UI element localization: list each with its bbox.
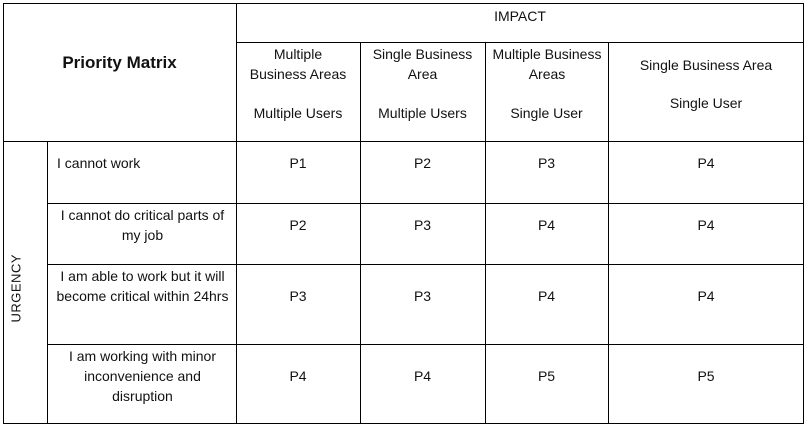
border xyxy=(803,3,805,424)
column-users: Multiple Users xyxy=(253,105,343,121)
divider xyxy=(485,42,487,424)
column-users: Single User xyxy=(510,105,583,121)
column-users: Single User xyxy=(669,95,743,111)
divider xyxy=(47,203,804,205)
column-scope: Single Business Area xyxy=(639,57,773,73)
divider xyxy=(360,42,362,424)
column-scope: Multiple Business Areas xyxy=(249,46,347,82)
divider xyxy=(236,3,238,424)
page-title: Priority Matrix xyxy=(62,53,177,72)
priority-cell: P5 xyxy=(697,368,715,384)
divider xyxy=(608,42,610,424)
column-scope: Single Business Area xyxy=(372,46,473,82)
priority-cell: P4 xyxy=(697,155,715,171)
divider xyxy=(47,344,804,346)
priority-cell: P4 xyxy=(289,368,307,384)
border xyxy=(3,3,804,5)
column-users: Multiple Users xyxy=(378,105,467,121)
priority-cell: P4 xyxy=(697,288,715,304)
divider xyxy=(47,141,49,424)
divider xyxy=(3,141,804,143)
priority-cell: P4 xyxy=(413,368,432,384)
urgency-description: I am working with minor inconvenience an… xyxy=(68,348,217,404)
priority-cell: P5 xyxy=(537,368,556,384)
priority-cell: P4 xyxy=(537,288,556,304)
border xyxy=(3,423,804,425)
priority-cell: P3 xyxy=(289,288,307,304)
urgency-description: I cannot do critical parts of my job xyxy=(60,207,225,243)
impact-label: IMPACT xyxy=(494,8,546,24)
urgency-description: I am able to work but it will become cri… xyxy=(56,268,229,304)
priority-cell: P3 xyxy=(413,288,432,304)
column-scope: Multiple Business Areas xyxy=(492,46,602,82)
priority-cell: P4 xyxy=(697,217,715,233)
border xyxy=(3,3,5,424)
priority-cell: P4 xyxy=(537,217,556,233)
divider xyxy=(47,264,804,266)
priority-cell: P3 xyxy=(537,155,556,171)
divider xyxy=(236,42,804,44)
priority-cell: P1 xyxy=(289,155,307,171)
urgency-label: URGENCY xyxy=(8,253,24,323)
priority-cell: P3 xyxy=(413,217,432,233)
priority-cell: P2 xyxy=(289,217,307,233)
priority-cell: P2 xyxy=(413,155,432,171)
urgency-description: I cannot work xyxy=(57,155,141,171)
